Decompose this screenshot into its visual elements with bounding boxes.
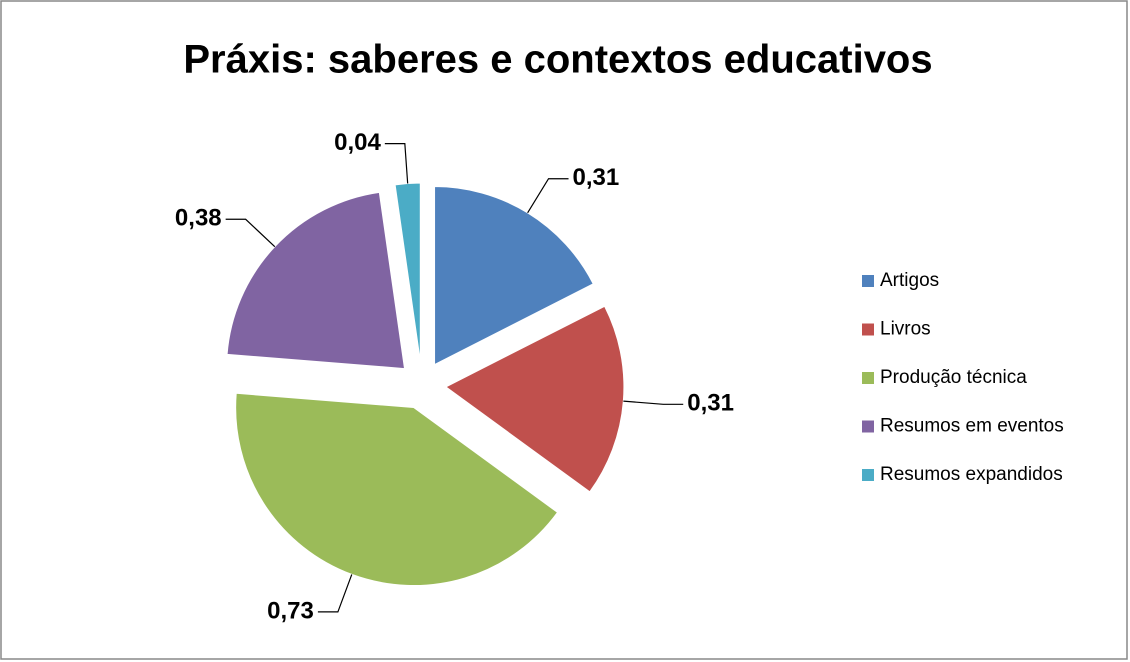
legend-label: Artigos bbox=[880, 270, 939, 291]
legend-swatch bbox=[862, 372, 874, 384]
legend-label: Livros bbox=[880, 319, 931, 340]
leader-line bbox=[623, 400, 684, 405]
data-label: 0,73 bbox=[267, 597, 314, 624]
legend-label: Produção técnica bbox=[880, 367, 1027, 388]
legend-label: Resumos expandidos bbox=[880, 464, 1063, 485]
leader-line bbox=[527, 178, 569, 214]
data-label: 0,38 bbox=[175, 205, 222, 232]
pie-slice bbox=[235, 392, 559, 586]
legend-label: Resumos em eventos bbox=[880, 416, 1064, 437]
legend-swatch bbox=[862, 275, 874, 287]
legend-swatch bbox=[862, 323, 874, 336]
legend-swatch bbox=[862, 469, 874, 481]
leader-line bbox=[317, 574, 353, 613]
data-label: 0,31 bbox=[573, 164, 620, 191]
legend-swatch bbox=[862, 420, 874, 433]
data-label: 0,04 bbox=[334, 129, 381, 156]
data-label: 0,31 bbox=[687, 390, 734, 417]
leader-line bbox=[384, 143, 409, 184]
leader-line bbox=[225, 218, 276, 248]
chart-title: Práxis: saberes e contextos educativos bbox=[183, 38, 932, 82]
